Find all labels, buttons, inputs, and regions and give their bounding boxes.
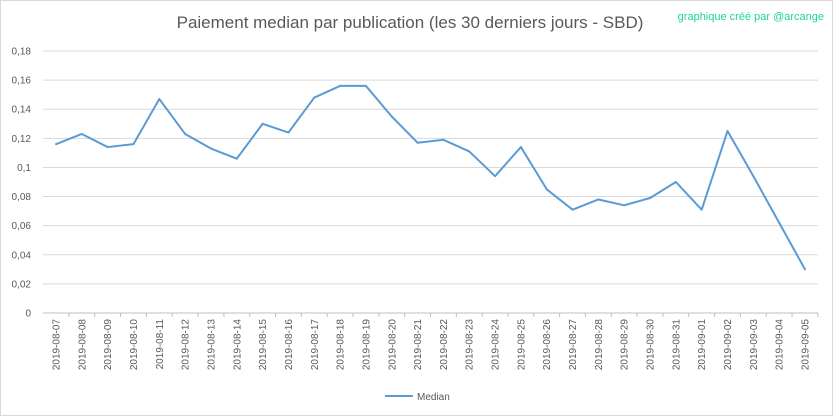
- data-point: [700, 208, 703, 211]
- x-tick-label: 2019-08-19: [361, 319, 372, 371]
- data-point: [571, 208, 574, 211]
- data-point: [287, 131, 290, 134]
- y-tick-label: 0,18: [12, 47, 32, 58]
- y-tick-label: 0,08: [12, 192, 32, 203]
- data-point: [416, 141, 419, 144]
- x-tick-label: 2019-08-23: [465, 319, 476, 371]
- x-tick-label: 2019-08-17: [310, 319, 321, 371]
- y-tick-label: 0,16: [12, 76, 32, 87]
- y-tick-label: 0,06: [12, 221, 32, 232]
- x-tick-label: 2019-08-24: [491, 319, 502, 371]
- x-tick-label: 2019-08-14: [232, 319, 243, 371]
- x-tick-label: 2019-09-05: [801, 319, 812, 371]
- data-point: [519, 146, 522, 149]
- y-tick-label: 0,04: [12, 250, 32, 261]
- data-point: [132, 143, 135, 146]
- chart-credit: graphique créé par @arcange: [677, 11, 824, 23]
- x-tick-label: 2019-08-07: [52, 319, 63, 371]
- data-point: [597, 198, 600, 201]
- x-tick-label: 2019-09-02: [723, 319, 734, 371]
- data-point: [106, 146, 109, 149]
- y-tick-label: 0,1: [17, 163, 31, 174]
- data-point: [184, 132, 187, 135]
- data-point: [778, 221, 781, 224]
- x-tick-label: 2019-08-22: [439, 319, 450, 371]
- x-tick-label: 2019-08-08: [77, 319, 88, 371]
- x-tick-label: 2019-09-01: [697, 319, 708, 371]
- x-tick-label: 2019-08-26: [542, 319, 553, 371]
- data-point: [390, 115, 393, 118]
- y-tick-label: 0,14: [12, 105, 32, 116]
- y-tick-label: 0,02: [12, 279, 32, 290]
- data-point: [209, 147, 212, 150]
- y-tick-label: 0: [25, 309, 31, 320]
- data-point: [55, 143, 57, 146]
- y-tick-label: 0,12: [12, 134, 32, 145]
- chart-title: Paiement median par publication (les 30 …: [176, 13, 644, 32]
- data-point: [158, 98, 161, 101]
- data-point: [339, 84, 342, 87]
- data-point: [674, 181, 677, 183]
- x-tick-label: 2019-08-13: [206, 319, 217, 371]
- data-point: [235, 157, 238, 160]
- data-point: [442, 138, 445, 141]
- x-tick-label: 2019-08-27: [568, 319, 579, 371]
- x-tick-label: 2019-08-15: [258, 319, 269, 371]
- x-tick-label: 2019-08-25: [516, 319, 527, 371]
- x-tick-label: 2019-08-10: [129, 319, 140, 371]
- x-tick-label: 2019-08-30: [646, 319, 657, 371]
- x-tick-label: 2019-08-29: [620, 319, 631, 371]
- data-point: [545, 188, 548, 191]
- x-tick-label: 2019-08-11: [155, 319, 166, 370]
- x-tick-label: 2019-09-04: [775, 319, 786, 371]
- x-tick-label: 2019-08-09: [103, 319, 114, 371]
- series-line-median: [55, 84, 806, 270]
- data-point: [468, 150, 471, 153]
- x-tick-label: 2019-08-28: [594, 319, 605, 371]
- x-tick-label: 2019-08-21: [413, 319, 424, 371]
- data-point: [261, 122, 264, 125]
- data-point: [804, 268, 806, 271]
- x-tick-label: 2019-08-12: [181, 319, 192, 371]
- data-point: [80, 132, 83, 135]
- x-tick-label: 2019-08-18: [336, 319, 347, 371]
- data-point: [364, 84, 367, 87]
- data-point: [649, 197, 652, 200]
- data-point: [313, 96, 316, 99]
- data-point: [752, 175, 755, 178]
- data-point: [494, 175, 497, 178]
- x-tick-label: 2019-08-20: [387, 319, 398, 371]
- x-tick-label: 2019-08-16: [284, 319, 295, 371]
- x-tick-label: 2019-08-31: [671, 319, 682, 371]
- legend-label: Median: [417, 392, 450, 403]
- data-point: [623, 204, 626, 207]
- data-point: [726, 130, 729, 133]
- x-tick-label: 2019-09-03: [749, 319, 760, 371]
